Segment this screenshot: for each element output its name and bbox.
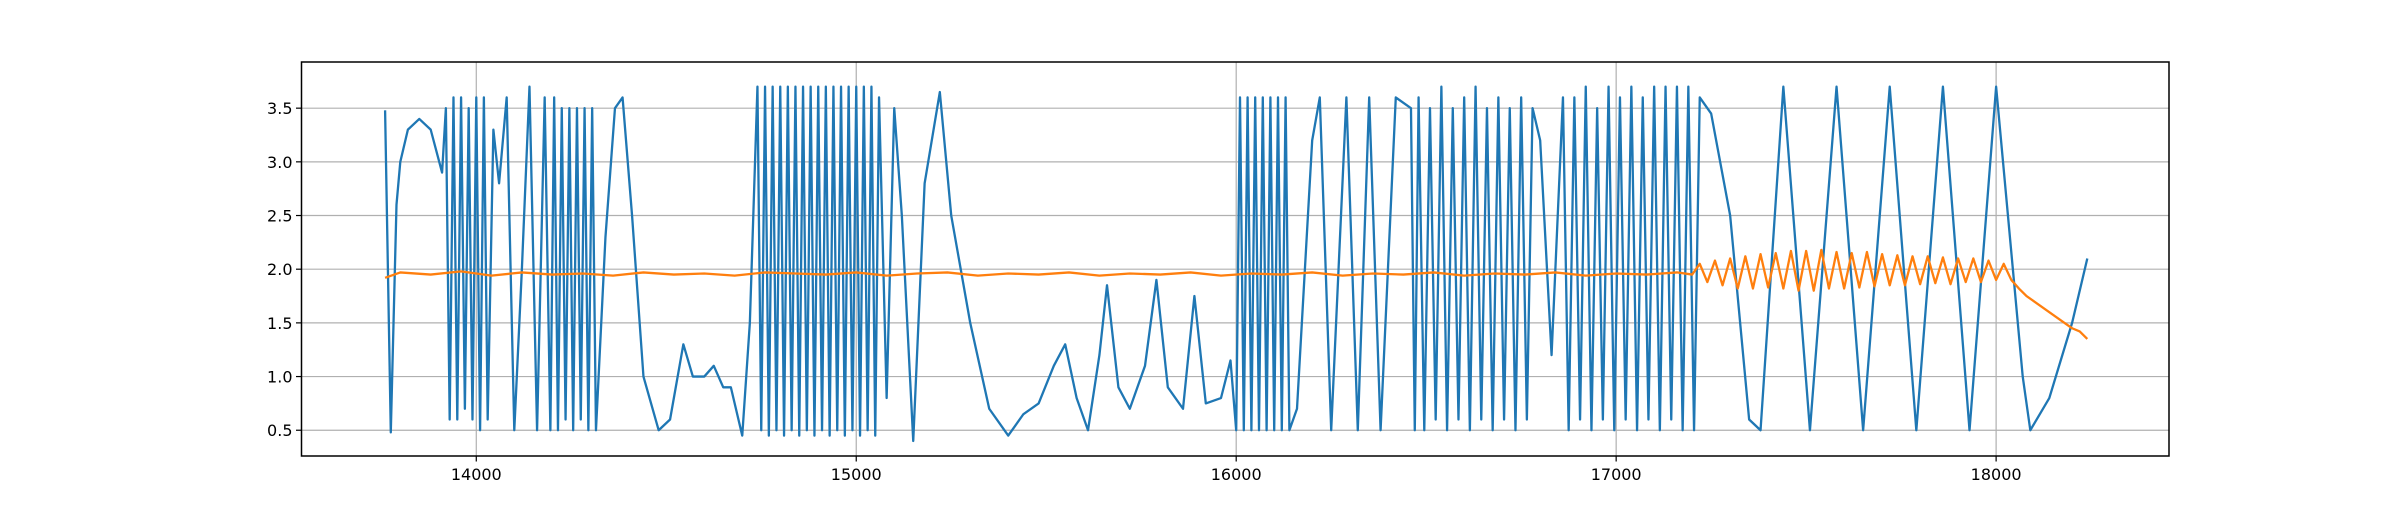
plot-lines — [383, 85, 2089, 443]
x-tick-label: 14000 — [451, 465, 502, 484]
data-line — [383, 85, 2089, 443]
plot-frame — [300, 61, 2170, 457]
y-tick-label: 2.0 — [267, 260, 292, 279]
x-tick-label: 18000 — [1971, 465, 2022, 484]
y-tick-label: 3.0 — [267, 153, 292, 172]
data-line — [384, 248, 2089, 340]
y-tick-label: 1.5 — [267, 314, 292, 333]
x-tick-label: 15000 — [831, 465, 882, 484]
y-tick-label: 2.5 — [267, 207, 292, 226]
x-tick-label: 17000 — [1591, 465, 1642, 484]
axes: 14000 15000 16000 17000 18000 0.5 1.0 1.5 2.0 2.5… — [267, 99, 2022, 484]
x-tick-label: 16000 — [1211, 465, 1262, 484]
y-tick-label: 3.5 — [267, 99, 292, 118]
y-tick-label: 0.5 — [267, 421, 292, 440]
y-tick-label: 1.0 — [267, 368, 292, 387]
